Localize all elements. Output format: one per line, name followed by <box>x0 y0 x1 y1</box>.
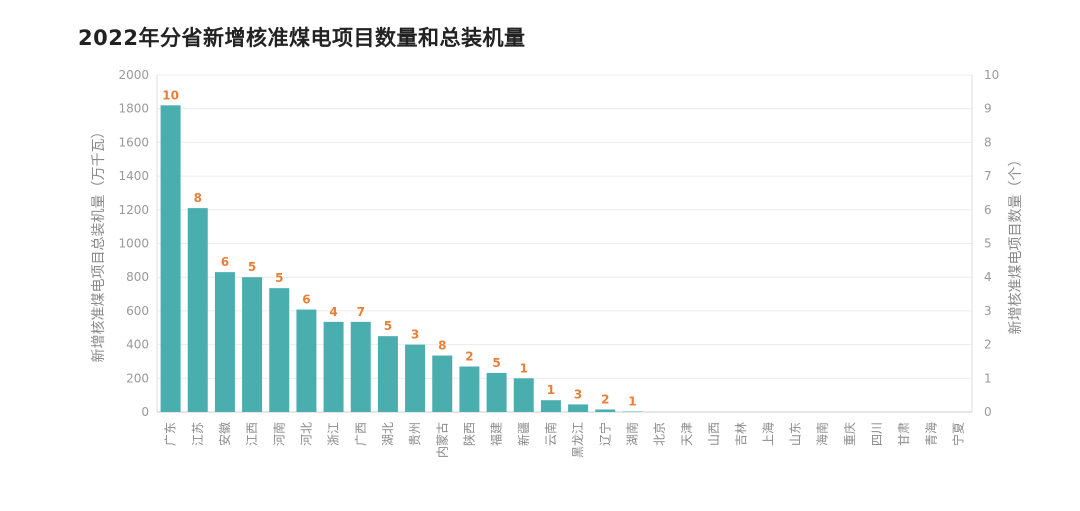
y-tick-label: 200 <box>126 371 149 385</box>
y-tick-label: 1800 <box>118 102 149 116</box>
y2-tick-label: 3 <box>984 304 992 318</box>
y-axis-label: 新增核准煤电项目总装机量（万千瓦） <box>91 125 107 363</box>
bar <box>187 208 208 412</box>
y2-tick-label: 0 <box>984 405 992 419</box>
bar-count-label: 5 <box>384 319 392 333</box>
y2-tick-label: 2 <box>984 338 992 352</box>
bar-count-label: 6 <box>221 255 229 269</box>
axes <box>156 75 973 413</box>
category-label: 河南 <box>271 422 286 446</box>
bar <box>459 366 480 412</box>
category-label: 内蒙古 <box>434 422 449 458</box>
category-label: 吉林 <box>734 422 748 446</box>
bar <box>486 372 507 412</box>
category-label: 湖北 <box>380 422 395 446</box>
y-axis-ticks: 0 200 400 600 800 1000 1200 1400 1600 1800 2000 <box>118 68 149 419</box>
category-label: 安徽 <box>217 422 232 446</box>
category-labels: 广东 江苏 安徽 江西 河南 河北 浙江 广西 湖北 贵州 内蒙古 陕西 福建 新疆 云南 黑龙江 辽宁 湖南 北京… <box>164 422 966 458</box>
bar-count-label: 1 <box>520 361 528 375</box>
y-tick-label: 800 <box>126 270 149 284</box>
bar <box>595 409 616 412</box>
bar-count-label: 5 <box>492 356 500 370</box>
bar-count-label: 5 <box>248 260 256 274</box>
category-label: 四川 <box>870 422 884 446</box>
bars <box>160 105 643 412</box>
y2-axis-ticks: 0 1 2 3 4 5 6 7 8 9 10 <box>984 68 999 419</box>
data-labels: 10 8 6 5 5 6 4 7 5 3 8 2 5 1 1 3 2 1 <box>162 88 636 408</box>
y-tick-label: 1400 <box>118 169 149 183</box>
y-tick-label: 400 <box>126 338 149 352</box>
category-label: 天津 <box>680 422 694 446</box>
category-label: 贵州 <box>408 422 422 446</box>
category-label: 广西 <box>354 422 368 446</box>
y2-tick-label: 5 <box>984 237 992 251</box>
bar-count-label: 8 <box>194 191 202 205</box>
bar-count-label: 3 <box>574 387 582 401</box>
bar <box>405 344 426 412</box>
bar-count-label: 1 <box>628 394 636 408</box>
category-label: 江西 <box>245 422 259 446</box>
bar-count-label: 7 <box>357 305 365 319</box>
category-label: 浙江 <box>327 422 341 446</box>
y-tick-label: 2000 <box>118 68 149 82</box>
category-label: 青海 <box>923 422 938 446</box>
category-label: 山东 <box>788 422 802 446</box>
bar-count-label: 6 <box>302 293 310 307</box>
y2-tick-label: 1 <box>984 371 992 385</box>
category-label: 陕西 <box>461 422 476 446</box>
category-label: 新疆 <box>516 422 531 446</box>
bar-count-label: 3 <box>411 328 419 342</box>
y2-tick-label: 9 <box>984 102 992 116</box>
y2-tick-label: 4 <box>984 270 992 284</box>
category-label: 云南 <box>543 422 558 446</box>
bar <box>622 411 643 412</box>
category-label: 上海 <box>760 422 775 446</box>
bar-count-label: 10 <box>162 88 179 102</box>
y2-tick-label: 7 <box>984 169 992 183</box>
bar <box>296 309 317 412</box>
category-label: 北京 <box>653 422 667 446</box>
bar <box>323 321 344 412</box>
y-tick-label: 1600 <box>118 135 149 149</box>
bar-count-label: 2 <box>465 350 473 364</box>
y-tick-label: 0 <box>141 405 149 419</box>
bar <box>568 404 589 412</box>
bar-count-label: 8 <box>438 339 446 353</box>
category-label: 海南 <box>815 422 830 446</box>
category-label: 辽宁 <box>597 422 612 446</box>
y2-tick-label: 10 <box>984 68 999 82</box>
category-label: 重庆 <box>843 422 857 446</box>
category-label: 福建 <box>489 422 504 446</box>
bar <box>242 277 263 412</box>
category-label: 黑龙江 <box>571 422 585 458</box>
chart-title: 2022年分省新增核准煤电项目数量和总装机量 <box>78 26 526 50</box>
category-label: 山西 <box>707 422 721 446</box>
bar <box>350 321 371 412</box>
bar <box>513 378 534 412</box>
y2-tick-label: 8 <box>984 135 992 149</box>
category-label: 江苏 <box>191 422 205 446</box>
bar <box>269 288 290 412</box>
y-tick-label: 1200 <box>118 203 149 217</box>
bar <box>214 272 235 412</box>
gridlines <box>157 74 972 413</box>
category-label: 广东 <box>164 422 178 446</box>
bar <box>377 336 398 412</box>
category-label: 河北 <box>299 422 313 446</box>
bar <box>540 400 561 412</box>
category-label: 湖南 <box>624 422 639 446</box>
y2-tick-label: 6 <box>984 203 992 217</box>
bar-count-label: 5 <box>275 271 283 285</box>
y-tick-label: 600 <box>126 304 149 318</box>
category-label: 甘肃 <box>897 422 911 446</box>
bar-count-label: 2 <box>601 392 609 406</box>
bar <box>160 105 181 412</box>
bar <box>432 355 453 412</box>
y-tick-label: 1000 <box>118 237 149 251</box>
bar-count-label: 4 <box>329 305 337 319</box>
bar-count-label: 1 <box>547 383 555 397</box>
y2-axis-label: 新增核准煤电项目数量（个） <box>1008 153 1024 335</box>
category-label: 宁夏 <box>950 422 965 446</box>
